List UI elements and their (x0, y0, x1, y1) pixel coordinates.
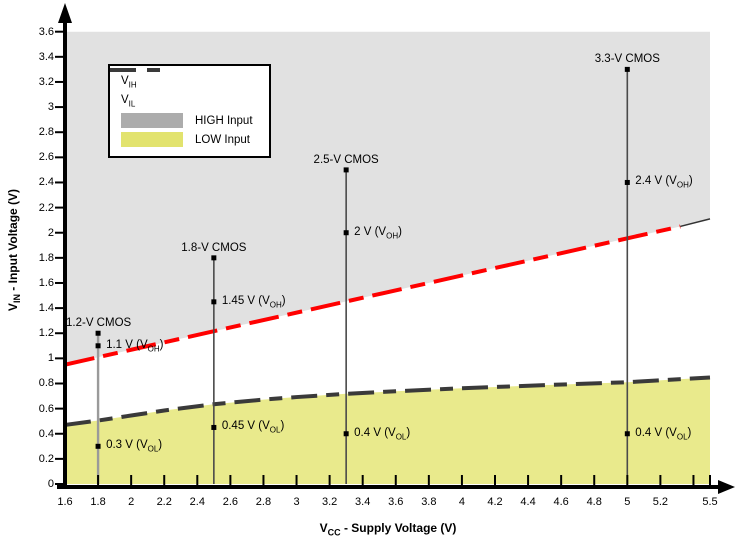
y-tick-label: 0.8 (38, 377, 54, 390)
legend-row: VIH (110, 68, 253, 92)
legend-swatch-icon (121, 113, 183, 128)
y-tick-label: 2 (47, 226, 54, 239)
cmos-line-top-marker (211, 255, 217, 261)
data-point-marker (343, 431, 349, 437)
x-axis-arrowhead (718, 480, 735, 494)
y-tick-label: 0 (47, 478, 54, 490)
data-point-marker (211, 299, 217, 305)
x-axis-title: VCC - Supply Voltage (V) (320, 521, 457, 537)
point-annotation: 1.1 V (VOH) (106, 338, 164, 354)
point-annotation: 2.4 V (VOH) (635, 175, 693, 190)
x-tick-label: 2 (128, 496, 135, 508)
point-annotation: 0.45 V (VOL) (221, 420, 285, 435)
x-tick-label: 4.4 (520, 496, 536, 508)
x-tick-label: 1.8 (90, 496, 106, 508)
region-low-input (65, 377, 710, 484)
legend: VIH VIL HIGH Input LOW Input (108, 64, 271, 158)
cmos-label: 1.8-V CMOS (181, 241, 247, 254)
legend-row: HIGH Input (121, 111, 253, 130)
y-tick-label: 0.6 (38, 402, 54, 415)
x-tick-label: 5.2 (652, 496, 669, 508)
x-tick-label: 2.6 (222, 496, 239, 508)
data-point-marker (624, 179, 630, 185)
x-tick-label: 3 (293, 496, 300, 508)
cmos-label: 3.3-V CMOS (594, 53, 660, 66)
legend-row: VIL (110, 68, 253, 111)
legend-row: LOW Input (121, 130, 253, 149)
y-tick-label: 3.2 (38, 75, 54, 88)
legend-line-sample-icon (110, 68, 172, 72)
y-axis-arrowhead (58, 3, 72, 23)
x-tick-label: 3.4 (355, 496, 371, 508)
x-axis-title-sub: CC (327, 527, 341, 538)
cmos-line-top-marker (343, 167, 349, 173)
legend-label: HIGH Input (195, 114, 253, 127)
point-annotation: 2 V (VOH) (354, 225, 402, 241)
legend-label: LOW Input (195, 133, 250, 146)
data-point-marker (211, 424, 217, 430)
legend-swatch-icon (121, 132, 183, 147)
high-region-border-segment (680, 218, 711, 228)
data-point-marker (624, 431, 630, 437)
x-tick-label: 5.5 (702, 496, 718, 508)
cmos-line-top-marker (624, 66, 630, 72)
y-tick-label: 1 (47, 352, 54, 365)
y-axis-title-rest: - Input Voltage (V) (5, 188, 20, 295)
cmos-label: 2.5-V CMOS (313, 153, 379, 166)
y-tick-label: 1.8 (38, 251, 54, 264)
point-annotation: 0.3 V (VOL) (106, 439, 163, 454)
y-axis-title-main: V (5, 303, 20, 312)
x-tick-label: 2.8 (255, 496, 272, 508)
x-tick-label: 4.6 (553, 496, 569, 508)
y-tick-label: 3.6 (38, 25, 54, 38)
y-tick-label: 3 (47, 101, 54, 114)
x-tick-label: 4 (458, 496, 465, 508)
x-tick-label: 2.2 (156, 496, 172, 508)
x-tick-label: 3.8 (421, 496, 437, 508)
point-annotation: 0.4 V (VOL) (354, 426, 411, 442)
cmos-line-top-marker (95, 330, 101, 336)
x-tick-label: 4.8 (586, 496, 602, 508)
y-tick-label: 2.4 (38, 176, 54, 189)
data-point-marker (343, 230, 349, 236)
x-axis-title-main: V (319, 521, 328, 535)
x-tick-label: 3.6 (388, 496, 404, 508)
y-tick-label: 3.4 (38, 50, 54, 63)
x-tick-label: 4.2 (487, 496, 503, 508)
y-tick-label: 2.6 (38, 151, 54, 164)
x-tick-label: 1.6 (57, 496, 73, 508)
x-tick-label: 2.4 (189, 496, 205, 508)
y-axis-title-sub: IN (12, 294, 23, 304)
y-axis-title: VIN - Input Voltage (V) (6, 189, 22, 311)
x-tick-label: 5 (624, 496, 631, 508)
y-tick-label: 1.2 (38, 327, 54, 340)
vil-line (64, 375, 711, 427)
data-point-marker (95, 443, 101, 449)
cmos-label: 1.2-V CMOS (66, 317, 132, 330)
x-axis-title-rest: - Supply Voltage (V) (340, 521, 457, 535)
data-point-marker (95, 343, 101, 349)
y-tick-label: 1.4 (38, 302, 54, 315)
legend-label: VIH (121, 75, 137, 90)
point-annotation: 0.4 V (VOL) (635, 426, 692, 442)
x-tick-label: 3.2 (321, 496, 338, 508)
y-tick-label: 0.2 (38, 452, 54, 465)
y-tick-label: 2.2 (38, 201, 54, 214)
y-tick-label: 0.4 (38, 427, 54, 440)
y-tick-label: 2.8 (38, 126, 54, 139)
vih-line (64, 224, 681, 367)
legend-label: VIL (121, 94, 136, 109)
y-tick-label: 1.6 (38, 276, 54, 289)
point-annotation: 1.45 V (VOH) (221, 294, 286, 310)
